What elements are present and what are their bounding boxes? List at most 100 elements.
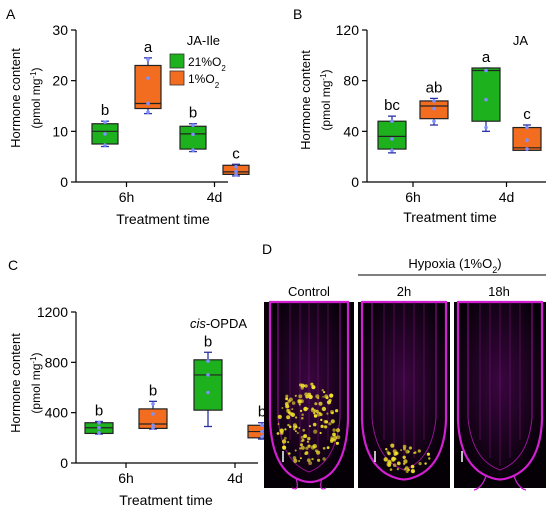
x-tick-label: 4d bbox=[499, 189, 515, 205]
significance-letter: b bbox=[258, 404, 266, 421]
data-point bbox=[484, 97, 488, 102]
fluorescence-speckle bbox=[335, 441, 339, 445]
data-point bbox=[390, 148, 394, 153]
data-point bbox=[484, 68, 488, 73]
fluorescence-speckle bbox=[304, 384, 308, 388]
fluorescence-speckle bbox=[424, 462, 427, 465]
fluorescence-speckle bbox=[291, 408, 294, 411]
fluorescence-speckle bbox=[288, 412, 291, 415]
fluorescence-speckle bbox=[331, 411, 334, 415]
box-green-6h: b bbox=[91, 102, 119, 148]
x-axis-label: Treatment time bbox=[119, 492, 213, 508]
fluorescence-speckle bbox=[294, 449, 297, 452]
fluorescence-speckle bbox=[310, 382, 314, 386]
fluorescence-speckle bbox=[303, 406, 308, 412]
fluorescence-speckle bbox=[308, 425, 311, 428]
data-point bbox=[234, 173, 238, 177]
fluorescence-speckle bbox=[300, 445, 305, 450]
fluorescence-speckle bbox=[318, 411, 321, 415]
x-tick-label: 4d bbox=[227, 470, 243, 486]
fluorescence-speckle bbox=[308, 461, 313, 465]
legend-swatch-green bbox=[169, 53, 185, 69]
yellow-signal bbox=[383, 443, 431, 474]
fluorescence-speckle bbox=[385, 448, 388, 451]
fluorescence-speckle bbox=[282, 445, 287, 450]
fluorescence-speckle bbox=[280, 431, 284, 435]
fluorescence-speckle bbox=[313, 412, 316, 415]
significance-letter: b bbox=[101, 102, 109, 119]
fluorescence-speckle bbox=[277, 414, 282, 419]
fluorescence-speckle bbox=[396, 461, 401, 466]
data-point bbox=[191, 148, 195, 152]
fluorescence-speckle bbox=[408, 446, 412, 450]
data-point bbox=[234, 165, 238, 169]
fluorescence-speckle bbox=[300, 399, 304, 404]
y-axis-label: Hormone content bbox=[8, 333, 23, 433]
fluorescence-speckle bbox=[328, 398, 332, 402]
data-point bbox=[260, 434, 264, 439]
data-point bbox=[260, 429, 264, 434]
fluorescence-speckle bbox=[322, 447, 326, 450]
fluorescence-speckle bbox=[390, 443, 395, 448]
data-point bbox=[432, 99, 436, 103]
box-green-4d: a bbox=[471, 49, 501, 132]
fluorescence-speckle bbox=[325, 396, 329, 400]
fluorescence-speckle bbox=[335, 428, 341, 433]
significance-letter: c bbox=[232, 145, 240, 162]
panel-b: B Hormone content (pmol mg-1) 0 40 80 120 6h… bbox=[293, 6, 546, 225]
panel-letter: B bbox=[293, 6, 302, 22]
data-point bbox=[151, 402, 155, 406]
fluorescence-speckle bbox=[417, 449, 421, 453]
panel-a: A Hormone content (pmol mg-1) 0 10 20 30 6h 4… bbox=[6, 6, 250, 227]
panel-letter: C bbox=[8, 257, 18, 273]
fluorescence-speckle bbox=[292, 456, 297, 460]
fluorescence-speckle bbox=[307, 436, 311, 441]
micrograph-18h bbox=[454, 300, 546, 491]
fluorescence-speckle bbox=[403, 459, 408, 464]
fluorescence-speckle bbox=[300, 435, 304, 439]
fluorescence-speckle bbox=[292, 423, 297, 428]
fluorescence-speckle bbox=[311, 457, 314, 461]
fluorescence-speckle bbox=[329, 393, 334, 398]
y-tick-label: 800 bbox=[45, 354, 69, 370]
box-green-4d: b bbox=[193, 333, 223, 428]
fluorescence-speckle bbox=[291, 401, 296, 405]
fluorescence-speckle bbox=[301, 413, 304, 417]
fluorescence-speckle bbox=[391, 456, 396, 461]
fluorescence-speckle bbox=[330, 419, 335, 424]
data-point bbox=[525, 147, 529, 151]
data-point bbox=[151, 412, 155, 416]
data-point bbox=[103, 132, 107, 136]
hypoxia-label: Hypoxia (1%O2) bbox=[408, 256, 501, 275]
legend-swatch-orange bbox=[169, 70, 185, 86]
y-tick-label: 0 bbox=[60, 174, 68, 190]
y-tick-label: 40 bbox=[343, 123, 359, 139]
fluorescence-speckle bbox=[326, 412, 329, 415]
fluorescence-speckle bbox=[335, 409, 339, 413]
fluorescence-speckle bbox=[320, 424, 324, 428]
fluorescence-speckle bbox=[290, 412, 296, 417]
fluorescence-speckle bbox=[332, 432, 336, 437]
fluorescence-speckle bbox=[308, 394, 313, 400]
box-orange-4d: c bbox=[512, 106, 542, 151]
data-point bbox=[146, 110, 150, 114]
significance-letter: c bbox=[523, 106, 531, 123]
fluorescence-speckle bbox=[306, 458, 311, 463]
fluorescence-speckle bbox=[336, 435, 341, 440]
fluorescence-speckle bbox=[303, 434, 308, 439]
data-point bbox=[103, 143, 107, 147]
chart-title: JA bbox=[513, 33, 529, 48]
fluorescence-speckle bbox=[288, 425, 292, 429]
significance-letter: b bbox=[189, 105, 197, 122]
fluorescence-speckle bbox=[276, 432, 280, 435]
fluorescence-speckle bbox=[319, 431, 322, 435]
time-label-2h: 2h bbox=[397, 284, 411, 299]
data-point bbox=[191, 132, 195, 137]
fluorescence-speckle bbox=[403, 467, 407, 471]
fluorescence-speckle bbox=[298, 403, 301, 406]
legend-entry: 21%O2 bbox=[188, 55, 226, 73]
fluorescence-speckle bbox=[281, 407, 284, 409]
fluorescence-speckle bbox=[293, 458, 298, 463]
fluorescence-speckle bbox=[326, 446, 330, 449]
box bbox=[179, 125, 207, 150]
